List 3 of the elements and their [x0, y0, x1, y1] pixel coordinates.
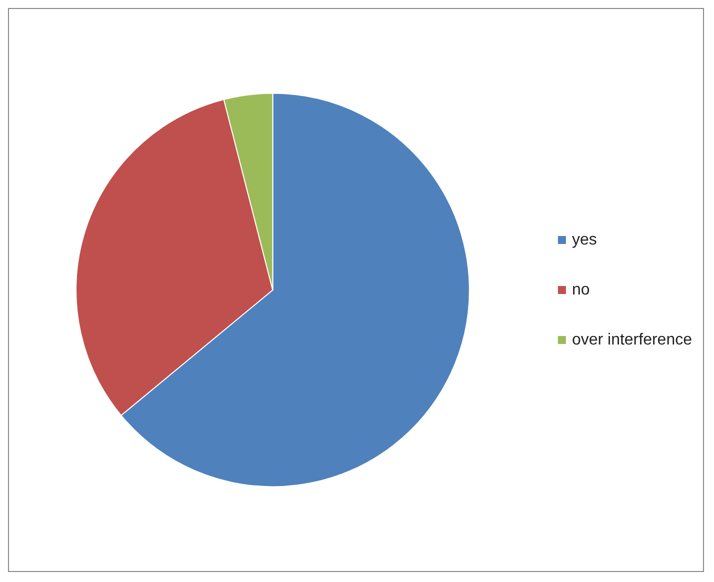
legend-label: no [572, 282, 590, 298]
legend-label: over interference [572, 332, 692, 348]
legend-label: yes [572, 232, 597, 248]
